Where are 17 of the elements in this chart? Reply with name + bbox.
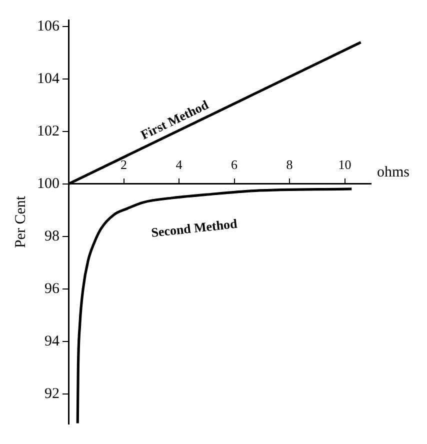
y-tick-label: 98 [44, 228, 60, 244]
x-tick-label: 10 [338, 157, 352, 172]
x-tick-label: 4 [176, 157, 183, 172]
y-tick-label: 102 [37, 123, 60, 140]
y-axis-title: Per Cent [12, 195, 29, 248]
y-tick-label: 94 [44, 333, 60, 350]
x-axis-title: ohms [377, 164, 410, 180]
y-tick-label: 106 [37, 18, 60, 34]
x-tick-label: 2 [120, 157, 127, 172]
y-tick-label: 104 [37, 70, 60, 87]
x-tick-label: 8 [286, 157, 293, 172]
y-tick-label: 100 [37, 176, 60, 192]
y-tick-label: 92 [44, 386, 60, 402]
text: Second Method [150, 216, 239, 240]
y-tick-label: 96 [44, 280, 60, 297]
line-series [76, 188, 353, 424]
x-tick-label: 6 [231, 157, 238, 172]
